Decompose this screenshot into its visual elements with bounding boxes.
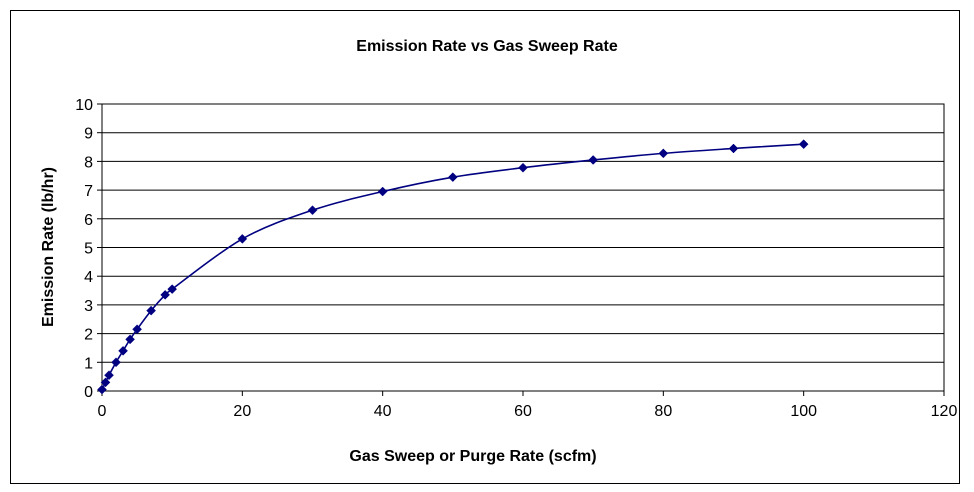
x-axis-label: Gas Sweep or Purge Rate (scfm) xyxy=(349,448,597,465)
data-point-marker xyxy=(518,162,528,173)
y-tick-label: 6 xyxy=(84,212,93,229)
y-tick-label: 4 xyxy=(84,269,93,286)
x-tick-label: 60 xyxy=(514,403,532,420)
y-tick-label: 8 xyxy=(84,154,93,171)
x-tick-label: 100 xyxy=(790,403,817,420)
data-point-marker xyxy=(125,334,135,345)
data-point-marker xyxy=(588,155,599,165)
y-tick-label: 7 xyxy=(84,183,93,200)
data-point-marker xyxy=(104,370,114,381)
y-tick-label: 2 xyxy=(84,327,93,344)
data-point-marker xyxy=(307,205,318,216)
x-tick-label: 40 xyxy=(374,403,392,420)
x-tick-label: 0 xyxy=(98,403,107,420)
data-point-marker xyxy=(111,357,121,368)
x-tick-label: 20 xyxy=(233,403,251,420)
x-tick-label: 120 xyxy=(931,403,958,420)
y-tick-label: 10 xyxy=(75,97,93,114)
data-point-marker xyxy=(447,172,458,183)
data-point-marker xyxy=(798,139,809,150)
x-tick-label: 80 xyxy=(654,403,672,420)
data-point-marker xyxy=(146,305,156,316)
data-point-marker xyxy=(132,324,142,335)
data-point-marker xyxy=(167,284,178,294)
chart-title: Emission Rate vs Gas Sweep Rate xyxy=(356,38,618,55)
y-tick-label: 5 xyxy=(84,241,93,258)
y-tick-label: 1 xyxy=(84,355,93,372)
y-tick-label: 0 xyxy=(84,384,93,401)
data-point-marker xyxy=(658,148,669,159)
data-point-marker xyxy=(118,345,128,356)
data-point-marker xyxy=(377,186,388,197)
data-point-marker xyxy=(237,234,248,244)
data-point-marker xyxy=(728,143,739,154)
y-tick-label: 3 xyxy=(84,298,93,315)
data-point-marker xyxy=(100,377,111,388)
y-tick-label: 9 xyxy=(84,126,93,143)
data-point-marker xyxy=(160,290,171,300)
data-point-marker xyxy=(97,384,107,395)
